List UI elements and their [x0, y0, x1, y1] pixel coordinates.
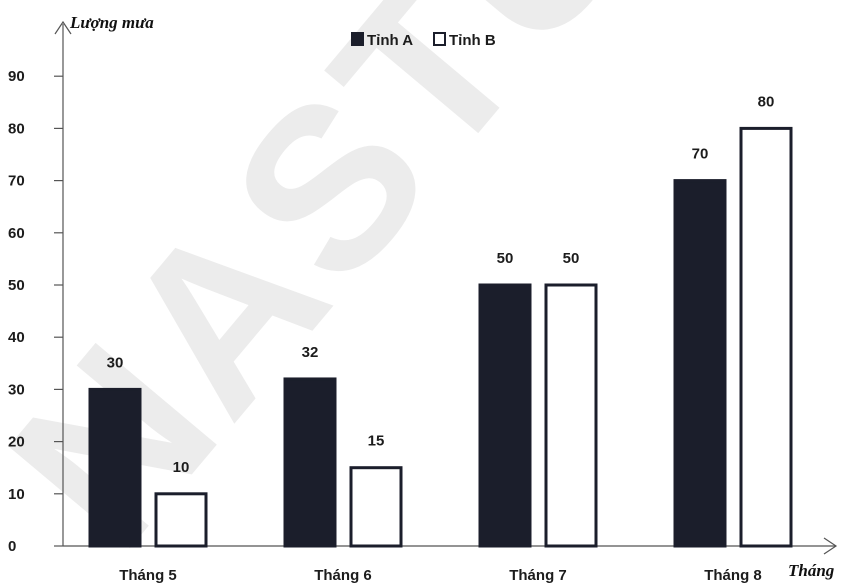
bar-a [478, 283, 532, 548]
data-label: 30 [107, 354, 124, 371]
bar-b [154, 492, 208, 548]
legend-swatch [433, 32, 446, 46]
bar-b [544, 283, 598, 548]
y-tick-label: 60 [8, 225, 25, 242]
bar-a [283, 377, 337, 548]
data-label: 15 [368, 433, 385, 450]
data-label: 10 [173, 459, 190, 476]
x-tick-label: Tháng 6 [314, 567, 372, 584]
bar-a [88, 387, 142, 548]
bar-a [673, 179, 727, 548]
legend: Tỉnh A Tỉnh B [351, 32, 496, 49]
x-axis-arrow [823, 537, 838, 555]
bars: 30 10 32 15 50 50 70 80 [88, 93, 793, 548]
data-label: 50 [497, 250, 514, 267]
bar-b [349, 466, 403, 548]
x-axis-title: Tháng [788, 561, 835, 580]
x-tick-label: Tháng 7 [509, 567, 567, 584]
bar-b [739, 126, 793, 548]
y-tick-label: 10 [8, 486, 25, 503]
legend-label: Tỉnh B [449, 32, 496, 49]
y-tick-label: 30 [8, 381, 25, 398]
y-tick-label: 70 [8, 173, 25, 190]
y-axis-title: Lượng mưa [69, 13, 154, 32]
x-tick-label: Tháng 8 [704, 567, 762, 584]
legend-swatch [351, 32, 364, 46]
data-label: 80 [758, 93, 775, 110]
y-tick-label: 0 [8, 538, 16, 555]
y-ticks: 0 10 20 30 40 50 60 70 80 90 [8, 68, 63, 555]
y-tick-label: 90 [8, 68, 25, 85]
y-tick-label: 80 [8, 120, 25, 137]
data-label: 50 [563, 250, 580, 267]
y-axis-arrow [54, 20, 72, 35]
y-tick-label: 50 [8, 277, 25, 294]
category-labels: Tháng 5 Tháng 6 Tháng 7 Tháng 8 [119, 567, 762, 584]
data-label: 32 [302, 344, 319, 361]
x-tick-label: Tháng 5 [119, 567, 177, 584]
y-tick-label: 20 [8, 434, 25, 451]
data-label: 70 [692, 146, 709, 163]
legend-label: Tỉnh A [367, 32, 413, 49]
y-tick-label: 40 [8, 329, 25, 346]
